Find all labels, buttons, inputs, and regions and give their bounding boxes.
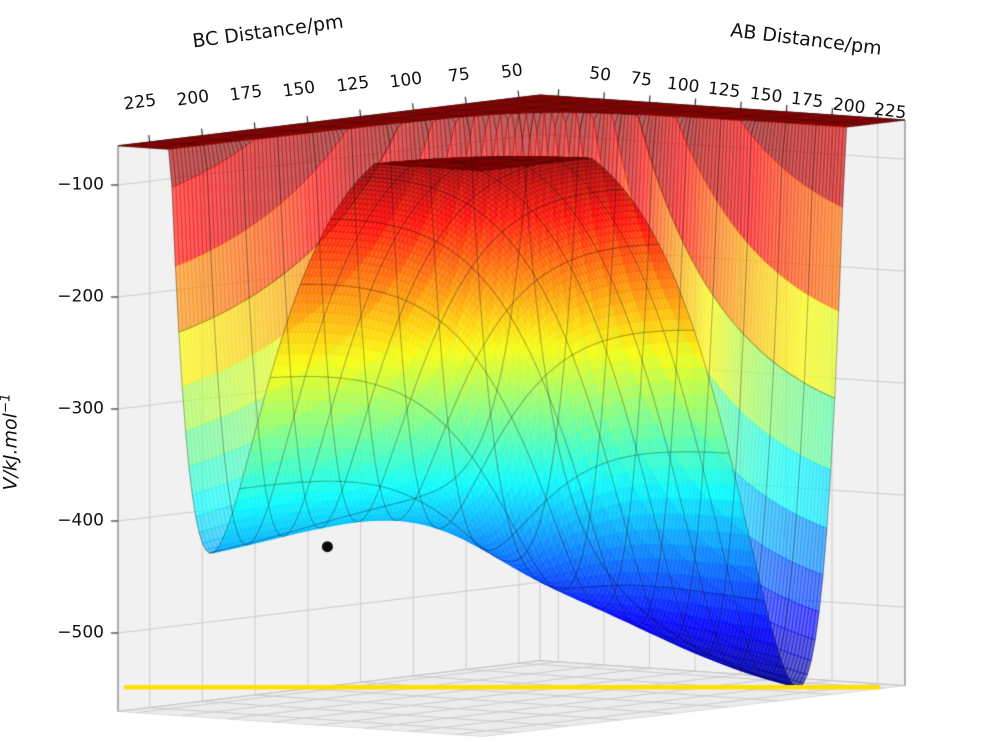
bc-tick-label: 50 xyxy=(499,60,524,83)
ab-tick-label: 175 xyxy=(789,89,825,113)
v-tick-label: −100 xyxy=(57,174,104,195)
z-axis-title-exponent: −1 xyxy=(0,393,14,414)
z-axis-title: V/kJ.mol−1 xyxy=(0,393,22,491)
v-tick-label: −300 xyxy=(57,398,104,419)
bc-tick-label: 125 xyxy=(335,72,370,97)
bc-tick-label: 175 xyxy=(228,81,264,106)
ab-tick-label: 125 xyxy=(707,78,742,103)
v-tick-label: −500 xyxy=(57,622,104,643)
ab-tick-label: 50 xyxy=(588,63,613,86)
z-axis-title-text: V/kJ.mol xyxy=(0,413,22,491)
ab-tick-label: 200 xyxy=(831,94,866,119)
ab-tick-label: 100 xyxy=(665,73,701,97)
bc-tick-label: 100 xyxy=(388,68,424,93)
v-tick-label: −200 xyxy=(57,286,104,307)
bc-tick-label: 150 xyxy=(281,77,317,102)
ab-tick-label: 150 xyxy=(748,83,784,108)
bc-tick-label: 200 xyxy=(175,86,211,111)
ab-tick-label: 75 xyxy=(629,68,654,92)
bc-tick-label: 75 xyxy=(446,64,471,88)
ab-tick-label: 225 xyxy=(872,99,908,124)
v-tick-label: −400 xyxy=(57,510,104,531)
bc-tick-label: 225 xyxy=(122,90,158,115)
